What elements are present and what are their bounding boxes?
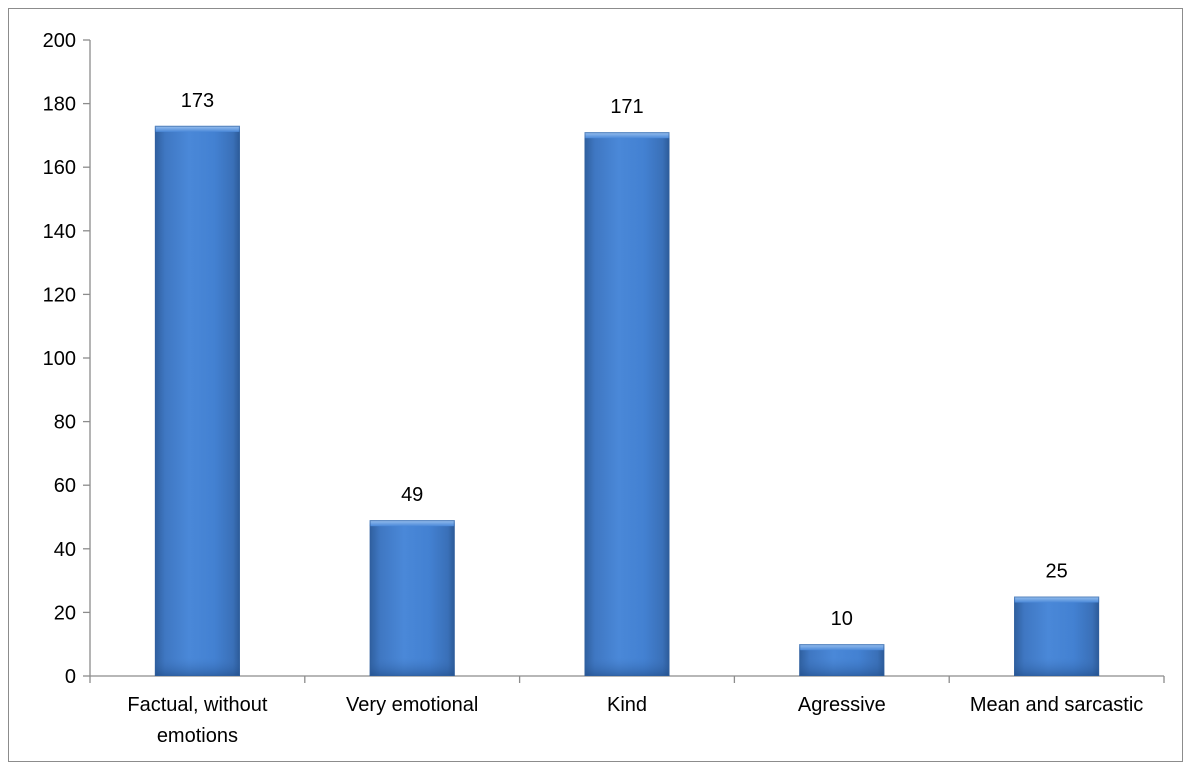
y-tick-label: 0: [65, 666, 76, 688]
bar-body: [584, 132, 670, 677]
y-tick-label: 200: [43, 30, 76, 52]
bar-bottom-shade: [369, 658, 455, 676]
category-label: Very emotional: [346, 694, 478, 716]
labels: 0 20 40 60 80 100 120 140 160 180 200 173 Factual, w…: [43, 30, 1144, 747]
data-label: 173: [181, 90, 214, 112]
bar-top-highlight: [154, 125, 240, 132]
category-label-line: Factual, without: [127, 694, 268, 716]
y-tick-label: 60: [54, 475, 76, 497]
bar: [1014, 596, 1100, 676]
data-label: 171: [610, 96, 643, 118]
bar-bottom-shade: [1014, 658, 1100, 676]
bar-outline: [154, 125, 240, 677]
bar-outline: [584, 132, 670, 677]
bar: [584, 132, 670, 677]
bar-top-highlight: [1014, 596, 1100, 603]
bar: [369, 520, 455, 676]
category-label-line: Very emotional: [346, 694, 478, 716]
bar-outline: [1014, 596, 1100, 676]
category-label-line: Agressive: [798, 694, 886, 716]
bar-top-highlight: [799, 644, 885, 651]
bar: [799, 644, 885, 677]
bar-body: [154, 125, 240, 677]
y-tick-label: 20: [54, 602, 76, 624]
data-label: 10: [831, 608, 853, 630]
bar-bottom-shade: [584, 658, 670, 676]
y-tick-label: 40: [54, 539, 76, 561]
data-label: 49: [401, 484, 423, 506]
bar-outline: [799, 644, 885, 677]
bar-bottom-shade: [154, 658, 240, 676]
y-tick-label: 80: [54, 412, 76, 434]
bars: [154, 125, 1100, 677]
bar-body: [369, 520, 455, 676]
data-label: 25: [1045, 561, 1067, 583]
bar-top-highlight: [584, 132, 670, 139]
bar-bottom-shade: [799, 658, 885, 676]
y-tick-label: 180: [43, 94, 76, 116]
y-tick-label: 140: [43, 221, 76, 243]
category-label-line: Kind: [607, 694, 647, 716]
category-label: Mean and sarcastic: [970, 694, 1143, 716]
bar: [154, 125, 240, 677]
category-label: Factual, without emotions: [127, 694, 268, 747]
category-label-line: Mean and sarcastic: [970, 694, 1143, 716]
category-label: Agressive: [798, 694, 886, 716]
y-tick-label: 100: [43, 348, 76, 370]
bar-top-highlight: [369, 520, 455, 527]
y-tick-label: 160: [43, 157, 76, 179]
y-tick-label: 120: [43, 284, 76, 306]
category-label-line: emotions: [157, 725, 238, 747]
category-label: Kind: [607, 694, 647, 716]
bar-outline: [369, 520, 455, 676]
